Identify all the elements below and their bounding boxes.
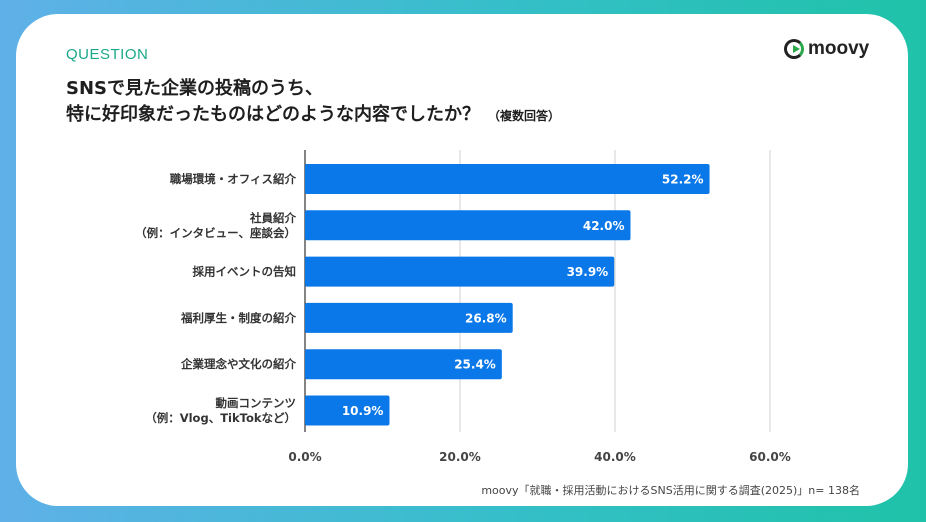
bar bbox=[305, 164, 710, 194]
title-line-2: 特に好印象だったものはどのような内容でしたか？ （複数回答） bbox=[66, 100, 560, 126]
title-note: （複数回答） bbox=[488, 109, 561, 123]
category-label: 社員紹介 bbox=[249, 211, 296, 225]
category-label: 職場環境・オフィス紹介 bbox=[170, 172, 297, 186]
bar-value-label: 42.0% bbox=[583, 219, 625, 233]
source-note: moovy「就職・採用活動におけるSNS活用に関する調査(2025)」n= 13… bbox=[481, 484, 860, 497]
x-tick-label: 60.0% bbox=[749, 450, 791, 464]
bar bbox=[305, 256, 615, 287]
bar bbox=[305, 349, 502, 380]
bar-value-label: 52.2% bbox=[662, 173, 704, 187]
question-label: QUESTION bbox=[66, 46, 149, 63]
category-label: 企業理念や文化の紹介 bbox=[180, 357, 296, 371]
bar bbox=[305, 210, 631, 241]
title-line-1: SNSで見た企業の投稿のうち、 bbox=[66, 78, 323, 99]
bar bbox=[305, 302, 513, 333]
category-label: （例：Vlog、TikTokなど） bbox=[145, 411, 296, 425]
bar-value-label: 25.4% bbox=[454, 358, 496, 372]
play-circle-icon bbox=[784, 39, 804, 59]
bar-value-label: 26.8% bbox=[465, 311, 507, 325]
logo-text: moovy bbox=[808, 38, 870, 59]
x-tick-label: 40.0% bbox=[594, 450, 636, 464]
category-label: 採用イベントの告知 bbox=[193, 265, 297, 279]
title-line-2-text: 特に好印象だったものはどのような内容でしたか？ bbox=[66, 104, 480, 125]
x-tick-label: 0.0% bbox=[288, 450, 321, 464]
category-label: 福利厚生・制度の紹介 bbox=[180, 311, 296, 325]
bar-value-label: 10.9% bbox=[342, 404, 384, 418]
x-tick-label: 20.0% bbox=[439, 450, 481, 464]
moovy-logo: moovy bbox=[784, 38, 869, 60]
bar-value-label: 39.9% bbox=[567, 265, 609, 279]
bar bbox=[305, 395, 390, 426]
category-label: 動画コンテンツ bbox=[216, 396, 297, 410]
category-label: （例：インタビュー、座談会） bbox=[135, 226, 296, 240]
